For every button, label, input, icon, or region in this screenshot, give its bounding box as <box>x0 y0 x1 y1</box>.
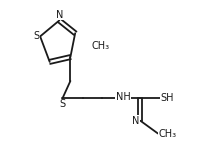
Text: S: S <box>59 99 65 109</box>
Text: N: N <box>132 116 140 126</box>
Text: N: N <box>56 10 63 20</box>
Text: CH₃: CH₃ <box>92 41 110 51</box>
Text: NH: NH <box>116 92 130 102</box>
Text: SH: SH <box>160 93 174 103</box>
Text: S: S <box>33 31 39 41</box>
Text: CH₃: CH₃ <box>159 128 177 138</box>
